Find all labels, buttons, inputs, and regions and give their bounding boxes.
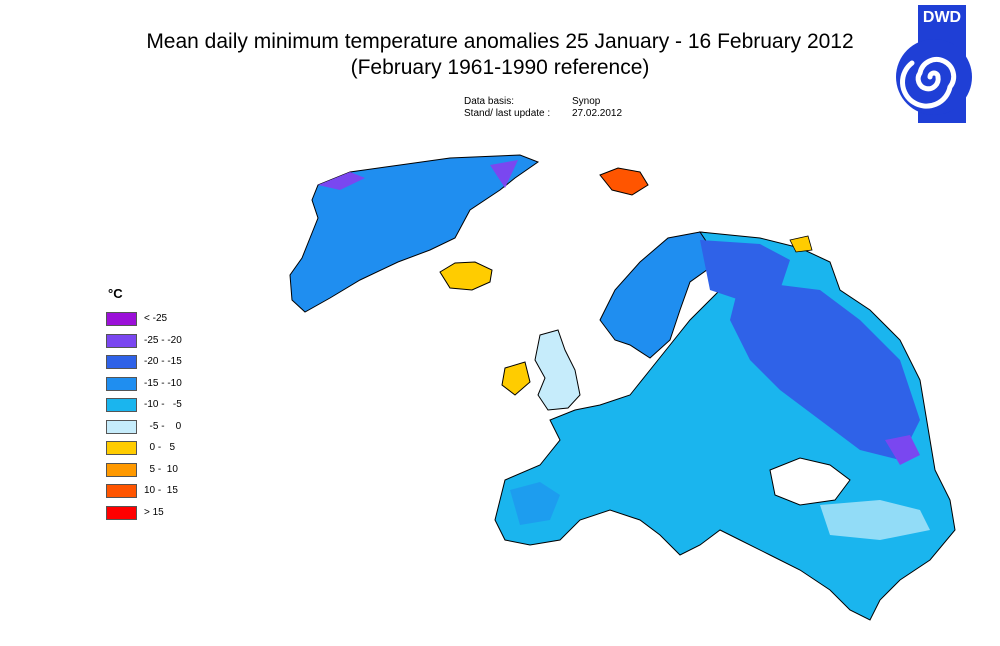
black-sea	[769, 457, 851, 506]
iberia-mild	[510, 482, 560, 525]
svalbard	[599, 167, 649, 196]
greenland-north-cold	[318, 172, 365, 190]
volga-extreme	[885, 435, 920, 465]
legend-swatch	[106, 462, 137, 477]
legend-swatch	[106, 484, 137, 498]
legend-swatch	[106, 505, 137, 520]
legend-label: -25 - -20	[144, 334, 182, 346]
turkey-mild	[820, 500, 930, 540]
legend-swatch	[106, 355, 137, 369]
greenland-ne-cold	[490, 160, 518, 188]
legend-label: > 15	[144, 506, 164, 518]
kola-warm	[789, 235, 813, 253]
legend-label: -10 - -5	[144, 399, 182, 410]
north-russia-cold	[700, 240, 790, 300]
update-label: Stand/ last update :	[464, 108, 551, 119]
legend-label: 10 - 15	[144, 485, 178, 496]
legend-label: 5 - 10	[144, 463, 178, 475]
legend-swatch	[106, 376, 137, 391]
dwd-logo: DWD	[896, 5, 972, 123]
legend-unit: °C	[108, 286, 123, 301]
ireland	[501, 361, 531, 396]
legend-swatch	[106, 398, 137, 412]
greenland	[289, 154, 540, 313]
logo-text: DWD	[923, 9, 961, 26]
data-basis-label: Data basis:	[464, 96, 515, 107]
legend-swatch	[106, 333, 137, 348]
legend-label: 0 - 5	[144, 442, 176, 453]
map-title: Mean daily minimum temperature anomalies…	[146, 30, 854, 53]
legend-label: -15 - -10	[144, 377, 182, 389]
legend-label: < -25	[144, 313, 168, 324]
legend-swatch	[106, 419, 137, 434]
map-metadata: Data basis: Synop Stand/ last update : 27.…	[464, 96, 622, 120]
legend-swatch	[106, 441, 137, 455]
legend-label: -20 - -15	[144, 356, 182, 367]
scandinavia	[599, 231, 731, 359]
legend-swatch	[106, 312, 137, 326]
iceland	[439, 261, 493, 291]
great-britain	[534, 329, 581, 411]
data-basis-value: Synop	[572, 96, 601, 107]
update-value: 27.02.2012	[572, 108, 623, 119]
eastern-europe-cold	[730, 280, 920, 460]
map-subtitle: (February 1961-1990 reference)	[350, 56, 650, 79]
legend-label: -5 - 0	[144, 420, 182, 432]
